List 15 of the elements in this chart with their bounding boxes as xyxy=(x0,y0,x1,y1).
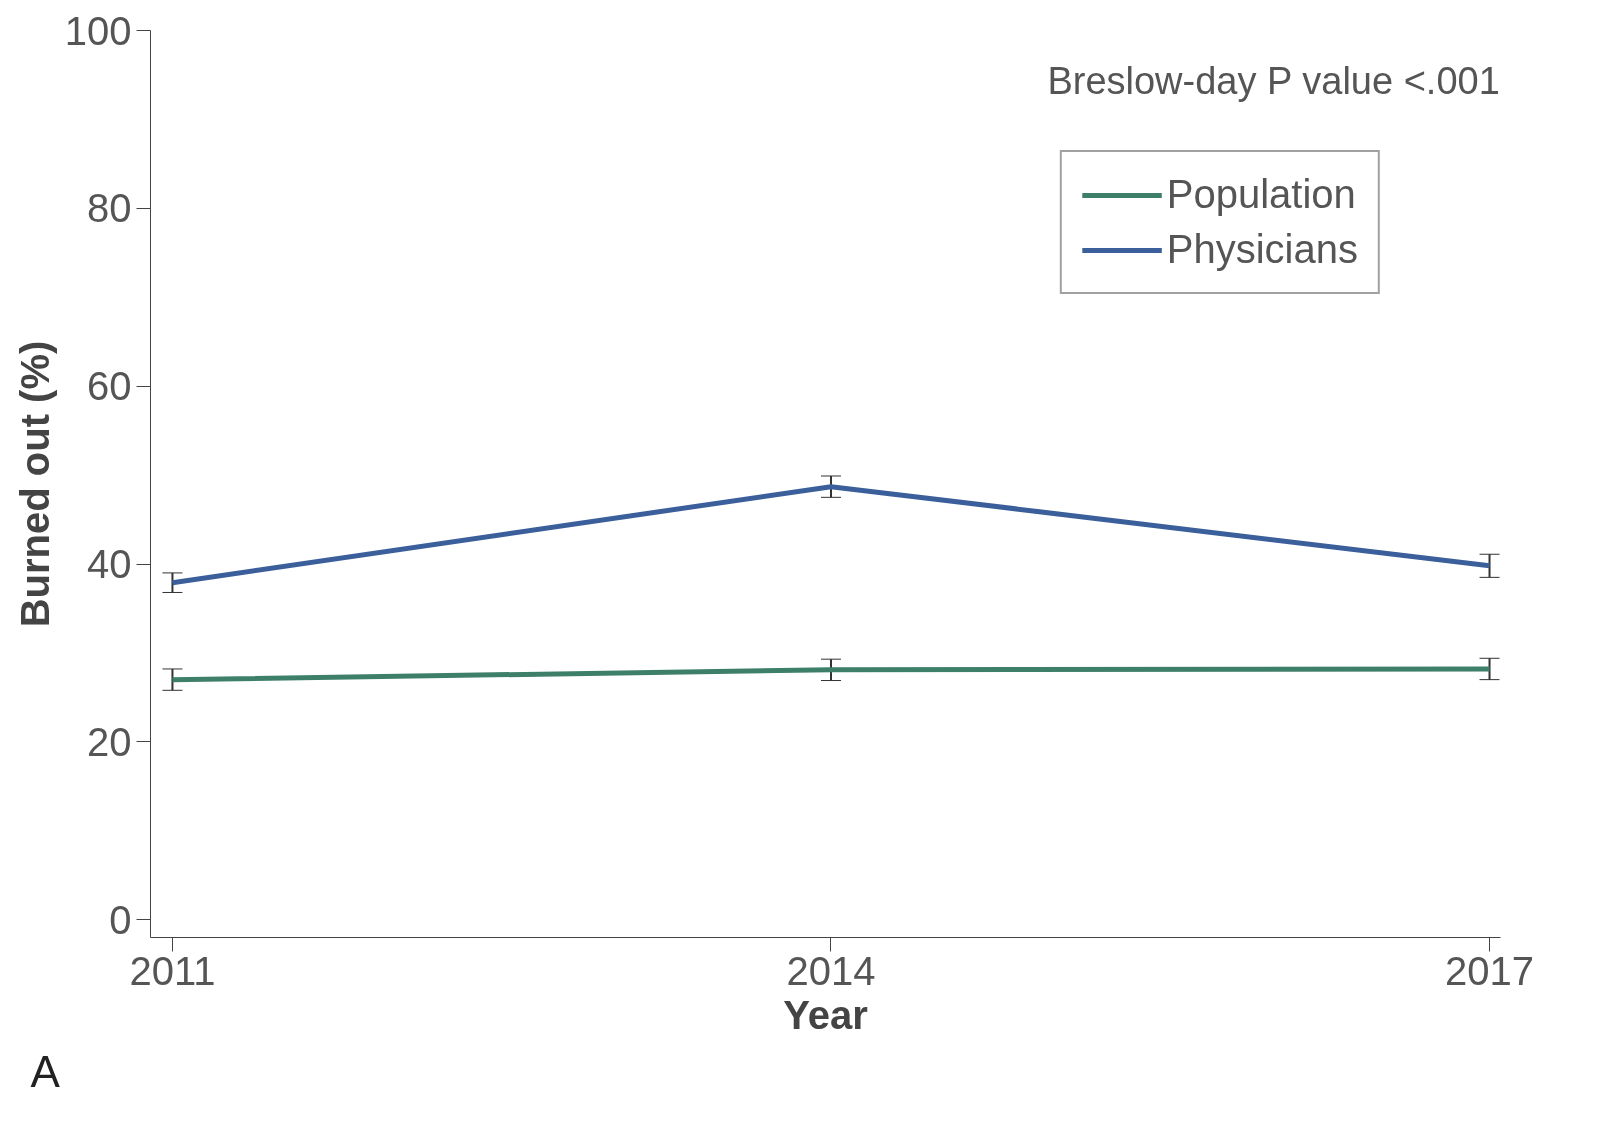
text: A xyxy=(30,1046,61,1096)
y-tick-label: 20 xyxy=(87,719,132,764)
x-tick-label: 2014 xyxy=(786,948,876,993)
y-tick-label: 80 xyxy=(87,186,132,231)
x-tick-label: 2017 xyxy=(1445,948,1535,993)
legend-label: Population xyxy=(1166,172,1356,217)
y-tick-label: 100 xyxy=(64,8,132,53)
legend-label: Physicians xyxy=(1166,227,1358,272)
y-tick-label: 0 xyxy=(109,897,132,942)
y-axis-title: Burned out (%) xyxy=(12,340,57,628)
annotation: Breslow-day P value <.001 xyxy=(1047,59,1500,102)
x-tick-label: 2011 xyxy=(129,948,216,993)
y-tick-label: 40 xyxy=(87,542,132,587)
y-tick-label: 60 xyxy=(87,364,132,409)
x-axis-title: Year xyxy=(783,992,868,1037)
